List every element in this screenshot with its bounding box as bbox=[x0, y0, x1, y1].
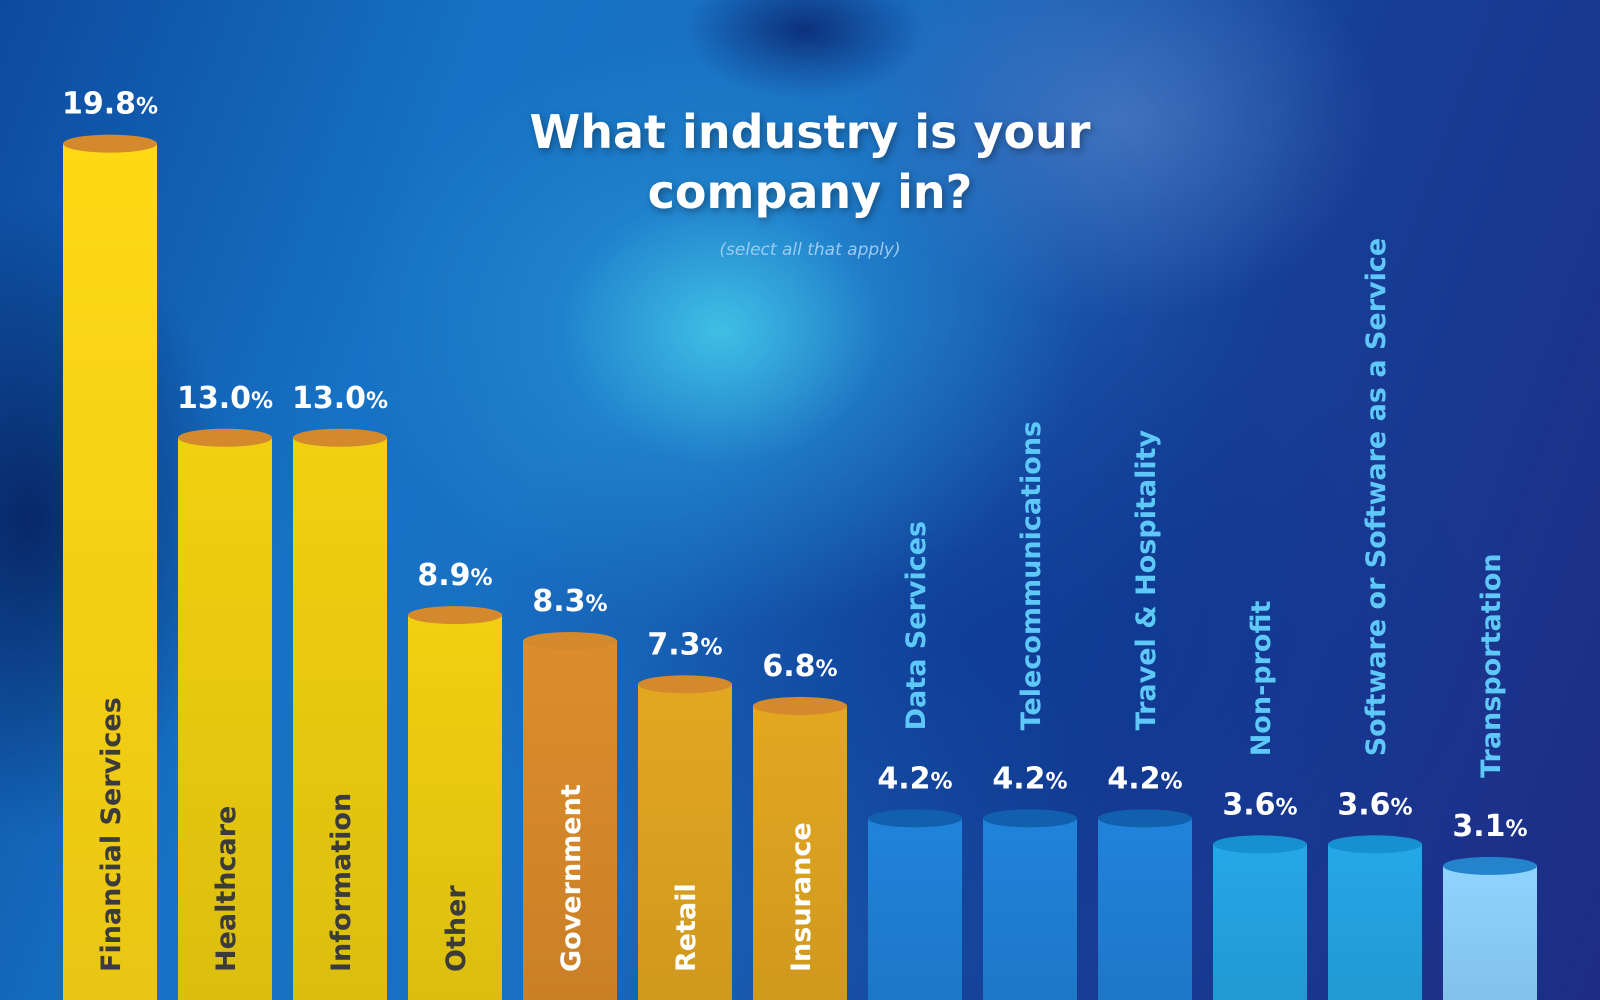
category-label-travel-hospitality: Travel & Hospitality bbox=[1131, 430, 1162, 731]
bar-software-or-software-as-a-service bbox=[1328, 844, 1422, 1000]
value-label-government: 8.3% bbox=[532, 584, 607, 619]
category-label-data-services: Data Services bbox=[901, 521, 932, 730]
bar-top-insurance bbox=[753, 696, 847, 715]
value-label-travel-hospitality: 4.2% bbox=[1107, 761, 1182, 796]
value-label-financial-services: 19.8% bbox=[62, 87, 158, 122]
bar-top-government bbox=[523, 632, 617, 651]
bar-travel-hospitality bbox=[1098, 818, 1192, 1000]
category-label-financial-services: Financial Services bbox=[96, 697, 127, 972]
bar-data-services bbox=[868, 818, 962, 1000]
category-label-information: Information bbox=[326, 793, 357, 972]
bar-top-financial-services bbox=[63, 134, 157, 153]
value-label-data-services: 4.2% bbox=[877, 761, 952, 796]
bar-top-information bbox=[293, 428, 387, 447]
value-label-insurance: 6.8% bbox=[762, 649, 837, 684]
bar-top-data-services bbox=[868, 809, 962, 828]
bar-top-telecommunications bbox=[983, 809, 1077, 828]
category-label-other: Other bbox=[441, 885, 472, 972]
chart-title-line-2: company in? bbox=[647, 165, 973, 219]
bar-non-profit bbox=[1213, 844, 1307, 1000]
chart-subtitle: (select all that apply) bbox=[719, 240, 901, 260]
bar-top-software-or-software-as-a-service bbox=[1328, 835, 1422, 854]
bar-top-non-profit bbox=[1213, 835, 1307, 854]
value-label-software-or-software-as-a-service: 3.6% bbox=[1337, 787, 1412, 822]
bar-financial-services bbox=[63, 143, 157, 1000]
bar-telecommunications bbox=[983, 818, 1077, 1000]
category-label-transportation: Transportation bbox=[1476, 553, 1507, 778]
bar-top-other bbox=[408, 606, 502, 625]
category-label-insurance: Insurance bbox=[786, 822, 817, 972]
value-label-non-profit: 3.6% bbox=[1222, 787, 1297, 822]
bar-government bbox=[523, 641, 617, 1000]
bar-other bbox=[408, 615, 502, 1000]
category-label-non-profit: Non-profit bbox=[1246, 601, 1277, 757]
value-label-transportation: 3.1% bbox=[1452, 809, 1527, 844]
category-label-retail: Retail bbox=[671, 883, 702, 972]
bar-top-travel-hospitality bbox=[1098, 809, 1192, 828]
category-label-telecommunications: Telecommunications bbox=[1016, 421, 1047, 730]
category-label-software-or-software-as-a-service: Software or Software as a Service bbox=[1361, 238, 1392, 757]
bar-top-healthcare bbox=[178, 428, 272, 447]
chart-title-line-1: What industry is your bbox=[529, 105, 1091, 159]
category-label-healthcare: Healthcare bbox=[211, 806, 242, 972]
bar-top-transportation bbox=[1443, 856, 1537, 875]
bar-transportation bbox=[1443, 865, 1537, 1000]
chart-title: What industry is your company in? bbox=[400, 102, 1220, 222]
value-label-information: 13.0% bbox=[292, 381, 388, 416]
bar-retail bbox=[638, 684, 732, 1000]
bar-information bbox=[293, 437, 387, 1000]
bar-insurance bbox=[753, 705, 847, 1000]
category-label-government: Government bbox=[556, 784, 587, 972]
bar-top-retail bbox=[638, 675, 732, 694]
value-label-retail: 7.3% bbox=[647, 627, 722, 662]
bar-healthcare bbox=[178, 437, 272, 1000]
value-label-telecommunications: 4.2% bbox=[992, 761, 1067, 796]
value-label-other: 8.9% bbox=[417, 558, 492, 593]
value-label-healthcare: 13.0% bbox=[177, 381, 273, 416]
